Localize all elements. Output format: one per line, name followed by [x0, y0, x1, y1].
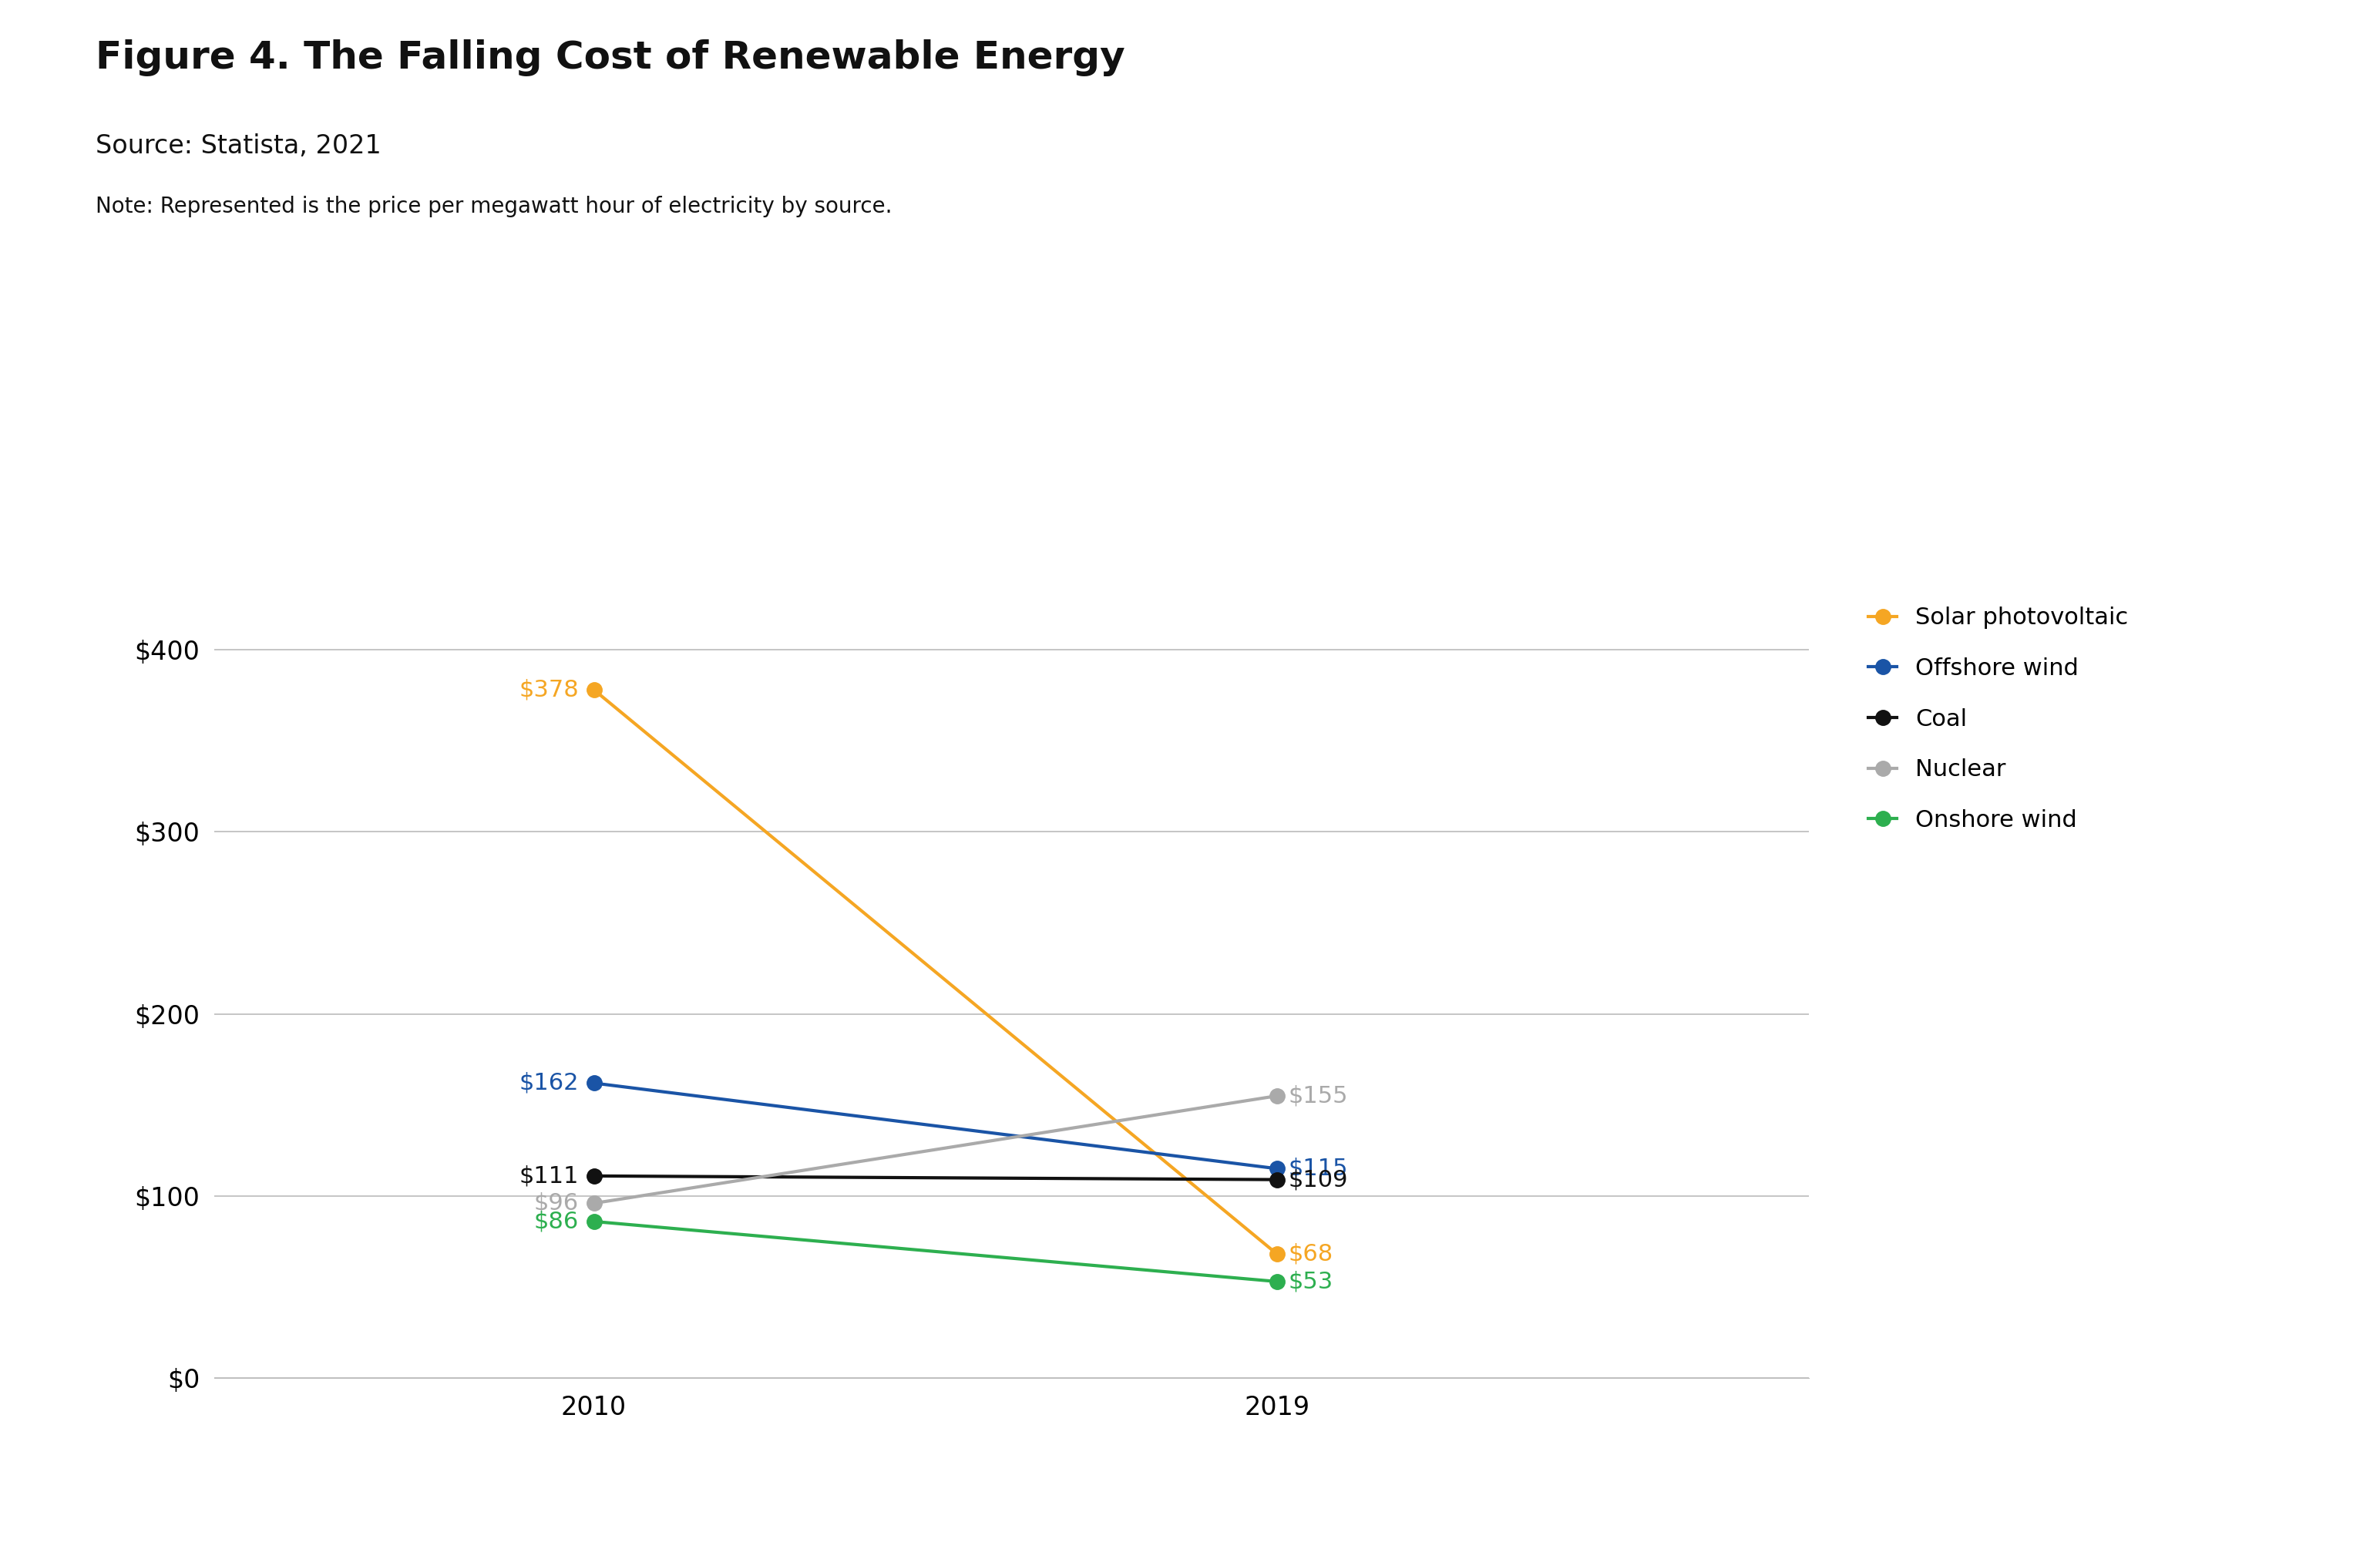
Text: $378: $378 [519, 678, 578, 702]
Text: $111: $111 [519, 1165, 578, 1187]
Text: $115: $115 [1288, 1157, 1347, 1179]
Legend: Solar photovoltaic, Offshore wind, Coal, Nuclear, Onshore wind: Solar photovoltaic, Offshore wind, Coal,… [1868, 608, 2128, 832]
Text: Source: Statista, 2021: Source: Statista, 2021 [95, 133, 381, 158]
Text: Note: Represented is the price per megawatt hour of electricity by source.: Note: Represented is the price per megaw… [95, 196, 892, 218]
Text: $162: $162 [519, 1071, 578, 1095]
Text: $155: $155 [1288, 1085, 1347, 1107]
Text: $53: $53 [1288, 1270, 1333, 1294]
Text: Figure 4. The Falling Cost of Renewable Energy: Figure 4. The Falling Cost of Renewable … [95, 39, 1126, 77]
Text: $109: $109 [1288, 1168, 1347, 1190]
Text: $68: $68 [1288, 1243, 1333, 1265]
Text: $96: $96 [533, 1192, 578, 1215]
Text: $86: $86 [533, 1211, 578, 1232]
